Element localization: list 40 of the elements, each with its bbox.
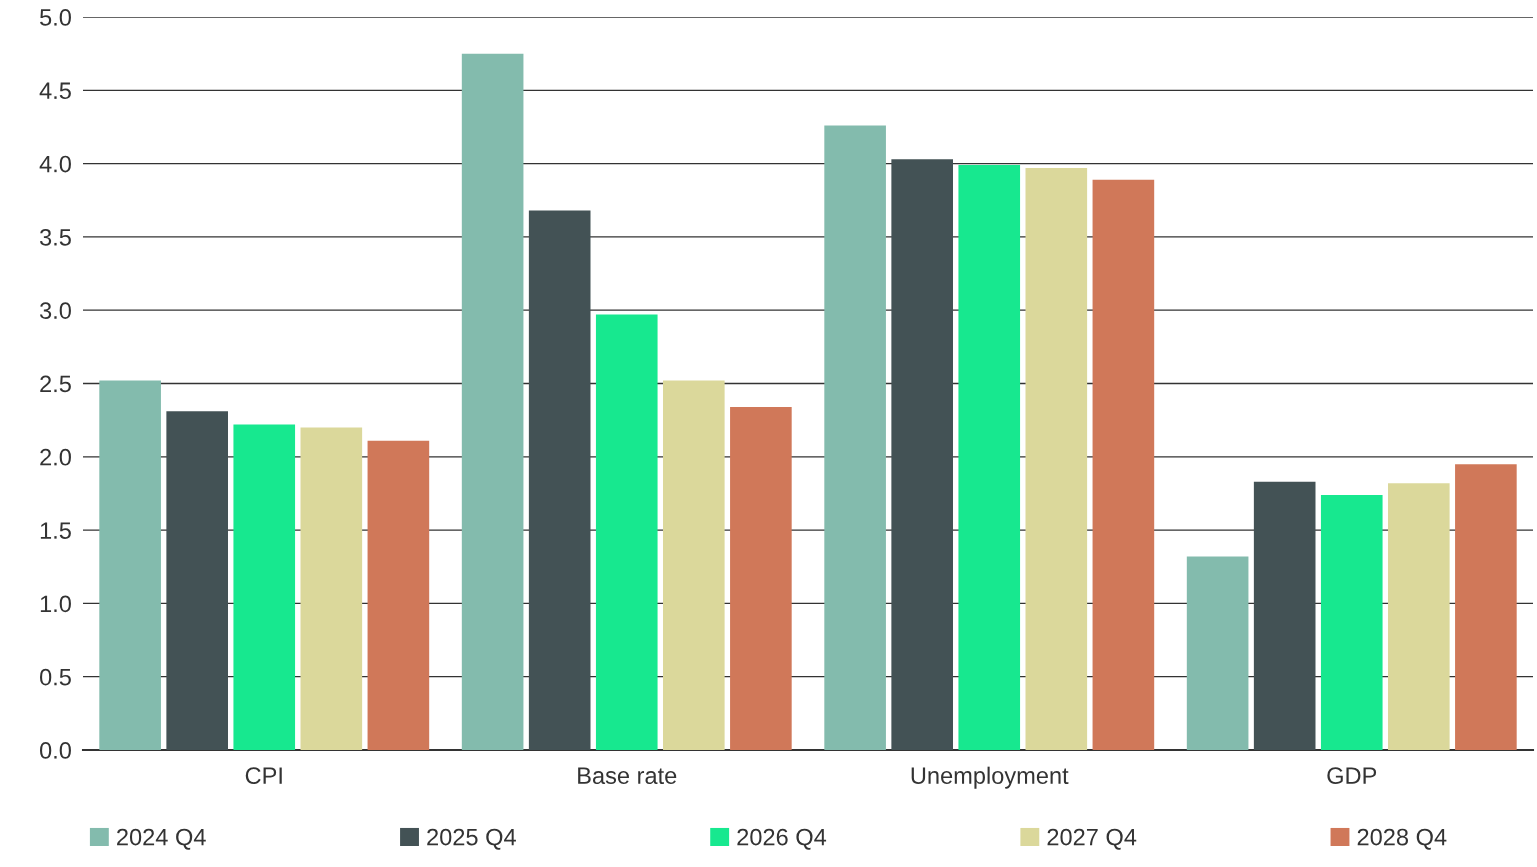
y-tick-label: 4.5	[39, 82, 71, 100]
bar	[300, 427, 363, 750]
bar	[1025, 168, 1088, 750]
legend-label: 2028 Q4	[1357, 828, 1447, 850]
bar	[595, 314, 658, 750]
bar	[958, 165, 1021, 750]
y-tick-label: 4.0	[39, 155, 71, 173]
bar	[461, 53, 524, 750]
x-tick-label: CPI	[245, 767, 282, 785]
x-tick-label: GDP	[1327, 767, 1377, 785]
y-tick-label: 2.5	[40, 375, 71, 393]
bar	[824, 125, 886, 750]
y-tick-label: 1.0	[40, 595, 71, 613]
y-tick-label: 5.0	[40, 9, 71, 26]
x-tick-label: Unemployment	[911, 766, 1069, 789]
bar	[1388, 483, 1450, 750]
bar	[730, 406, 792, 750]
y-tick-label: 3.0	[39, 302, 71, 319]
legend-label: 2027 Q4	[1047, 828, 1137, 850]
legend-label: 2026 Q4	[737, 828, 827, 850]
y-tick-label: 2.0	[40, 448, 71, 466]
bar	[1455, 464, 1517, 750]
bar	[166, 411, 228, 750]
bar	[1186, 556, 1249, 750]
bar	[367, 440, 430, 750]
bar	[1253, 481, 1316, 750]
bar	[1092, 179, 1155, 750]
bar	[99, 380, 161, 750]
bar	[1320, 494, 1383, 750]
bar	[663, 380, 725, 750]
legend-label: 2025 Q4	[427, 828, 516, 850]
x-tick-label: Base rate	[578, 767, 677, 785]
y-tick-label: 0.5	[39, 668, 71, 686]
y-tick-label: 3.5	[39, 228, 71, 246]
y-tick-label: 1.5	[40, 522, 71, 539]
y-tick-label: 0.0	[39, 742, 71, 759]
bar	[891, 159, 953, 750]
bar	[233, 424, 296, 750]
legend-label: 2024 Q4	[117, 828, 206, 850]
bar	[528, 210, 591, 750]
